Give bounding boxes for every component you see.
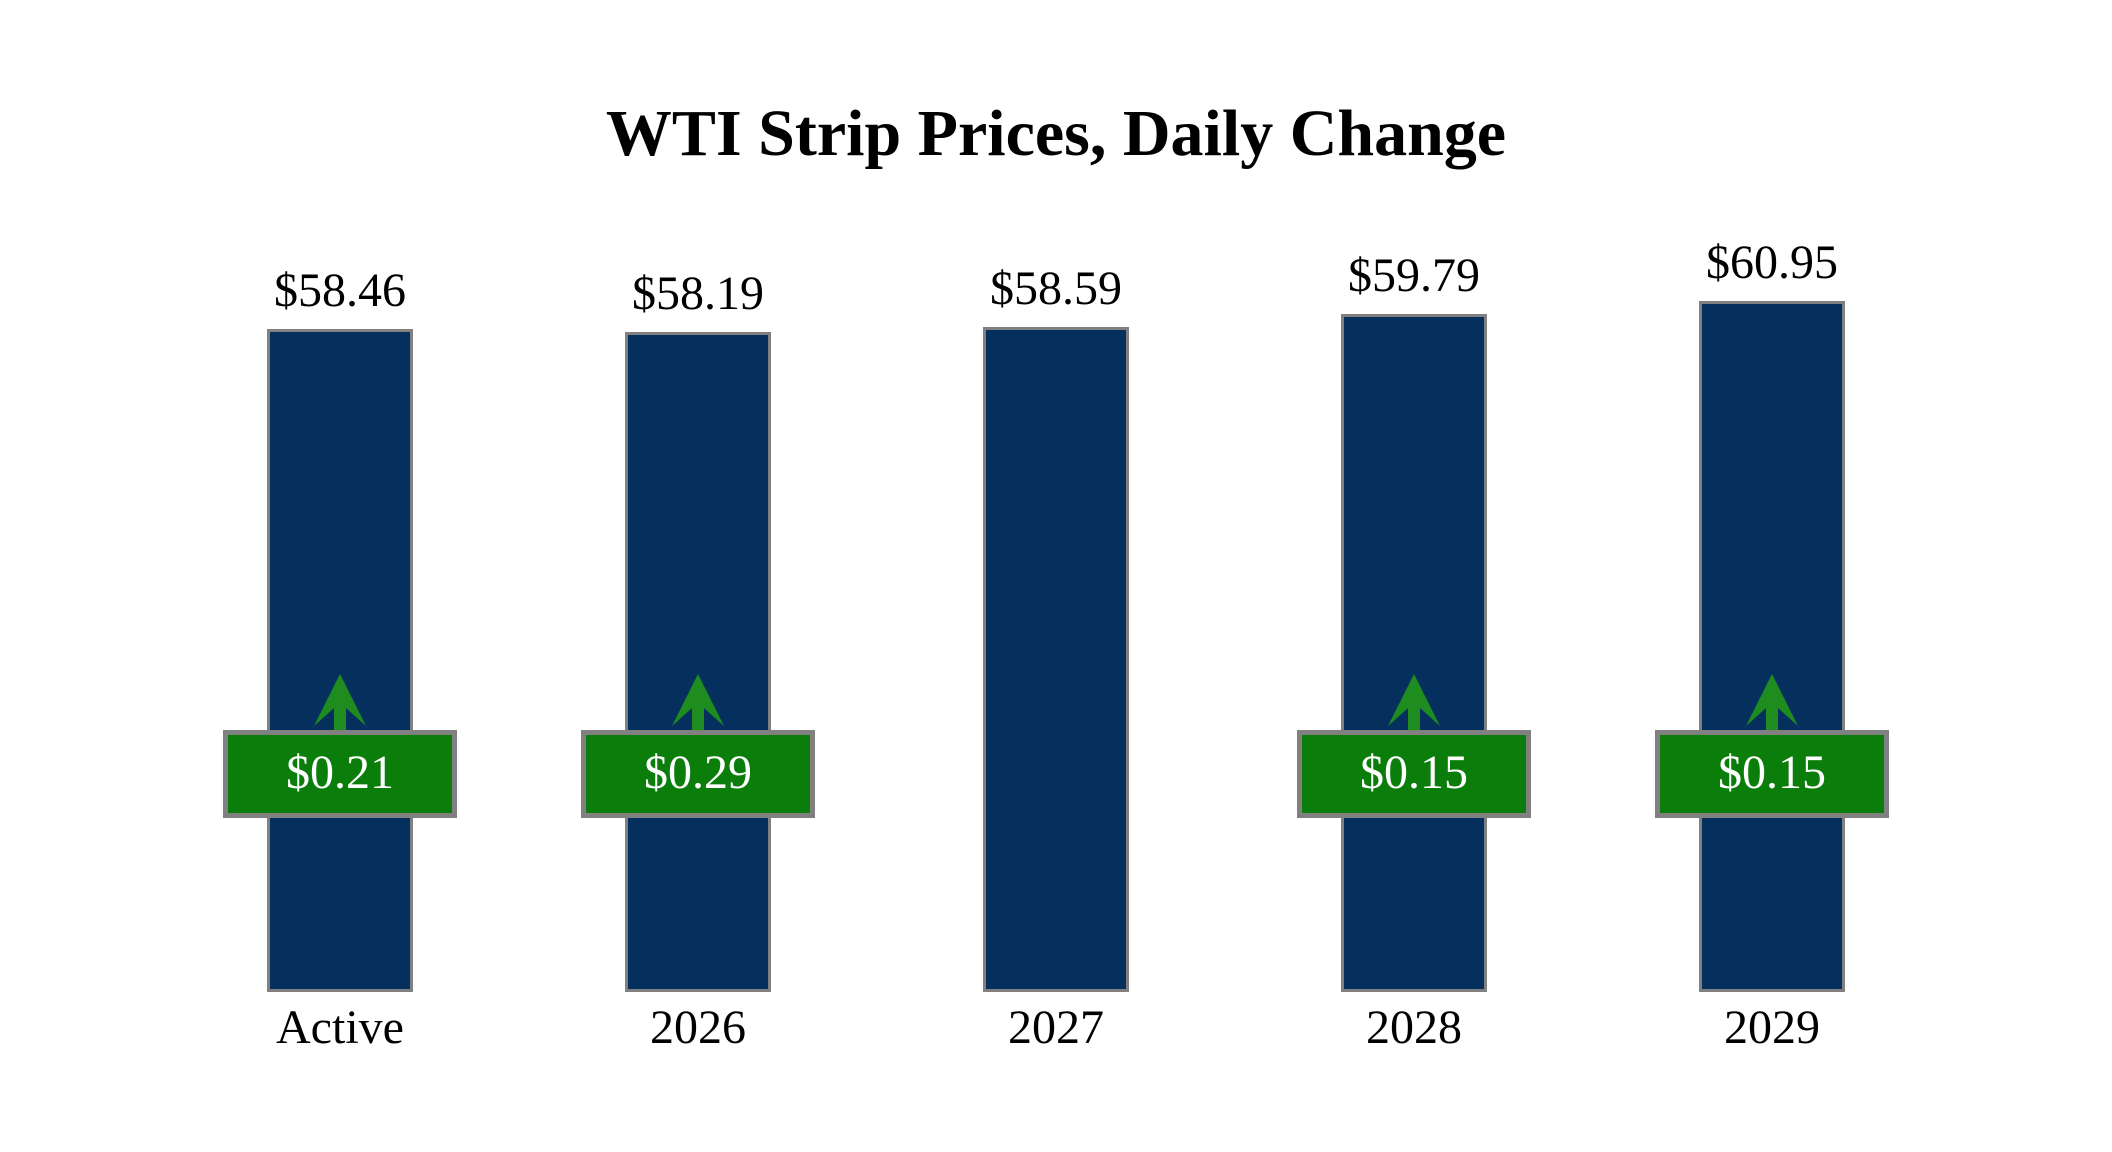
- up-arrow-icon: [314, 674, 366, 732]
- bar-group-active: $58.46 $0.21 Active: [161, 0, 519, 1152]
- category-label: 2026: [650, 1001, 746, 1054]
- price-label: $58.46: [274, 264, 406, 317]
- bar-2027: [983, 327, 1129, 992]
- category-label: 2028: [1366, 1001, 1462, 1054]
- category-label: 2027: [1008, 1001, 1104, 1054]
- price-label: $60.95: [1706, 236, 1838, 289]
- up-arrow-icon: [672, 674, 724, 732]
- daily-change-badge: $0.21: [223, 730, 457, 818]
- up-arrow-icon: [1746, 674, 1798, 732]
- price-label: $58.59: [990, 262, 1122, 315]
- bar-group-2027: $58.59 2027: [877, 0, 1235, 1152]
- bar-2029: [1699, 301, 1845, 992]
- price-label: $59.79: [1348, 249, 1480, 302]
- bar-active: [267, 329, 413, 992]
- chart-title: WTI Strip Prices, Daily Change: [605, 97, 1507, 170]
- category-label: 2029: [1724, 1001, 1820, 1054]
- daily-change-badge: $0.29: [581, 730, 815, 818]
- up-arrow-icon: [1388, 674, 1440, 732]
- daily-change-badge: $0.15: [1297, 730, 1531, 818]
- daily-change-badge: $0.15: [1655, 730, 1889, 818]
- bar-2028: [1341, 314, 1487, 992]
- price-label: $58.19: [632, 267, 764, 320]
- category-label: Active: [276, 1001, 404, 1054]
- bar-group-2029: $60.95 $0.15 2029: [1593, 0, 1951, 1152]
- bar-2026: [625, 332, 771, 992]
- bar-group-2026: $58.19 $0.29 2026: [519, 0, 877, 1152]
- bar-group-2028: $59.79 $0.15 2028: [1235, 0, 1593, 1152]
